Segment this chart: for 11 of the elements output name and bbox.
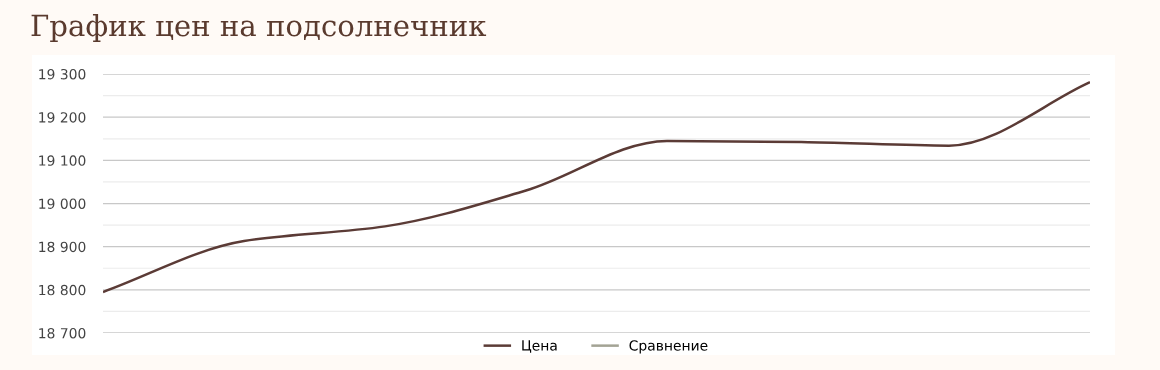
legend-label: Сравнение: [629, 340, 708, 354]
y-tick-label: 18 700: [39, 327, 86, 339]
y-tick-label: 19 300: [39, 68, 86, 80]
y-tick-label: 18 900: [39, 241, 86, 253]
y-tick-label: 19 100: [39, 155, 86, 166]
legend-label: Цена: [522, 340, 557, 353]
y-tick-label: 19 200: [39, 112, 86, 123]
line-series: [103, 80, 1090, 294]
y-tick-label: 19 000: [39, 198, 86, 209]
y-tick-label: 18 800: [39, 284, 86, 296]
chart-title: График цен на подсолнечник: [31, 13, 487, 43]
